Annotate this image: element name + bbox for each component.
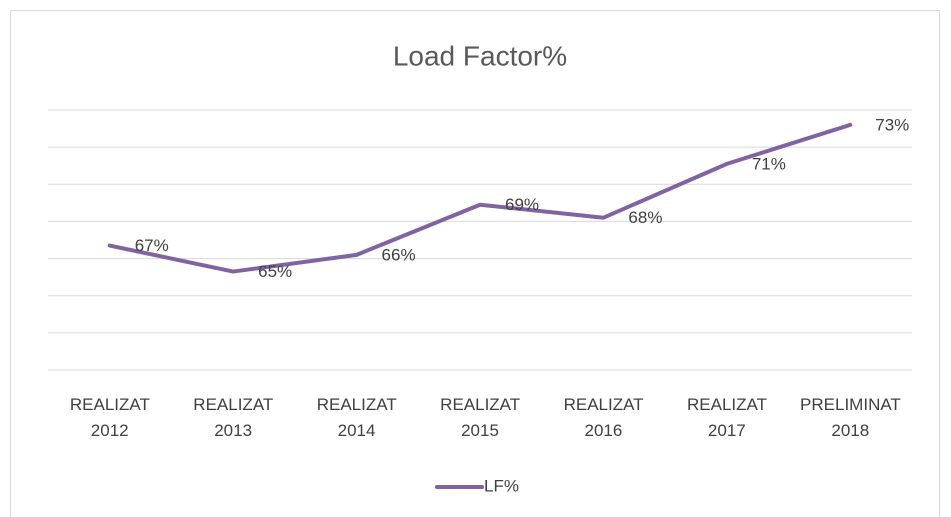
chart-title: Load Factor% bbox=[393, 40, 567, 71]
x-tick-label: REALIZAT 2016 bbox=[563, 395, 644, 440]
legend-label: LF% bbox=[484, 476, 519, 495]
x-tick-label: REALIZAT 2015 bbox=[440, 395, 521, 440]
data-label: 66% bbox=[382, 245, 416, 264]
chart-border bbox=[10, 10, 940, 517]
x-tick-label: PRELIMINAT 2018 bbox=[800, 395, 901, 440]
data-label: 71% bbox=[752, 154, 786, 173]
x-tick-label: REALIZAT 2013 bbox=[193, 395, 274, 440]
data-label: 67% bbox=[135, 236, 169, 255]
data-label: 65% bbox=[258, 262, 292, 281]
data-label: 68% bbox=[628, 208, 662, 227]
x-tick-label: REALIZAT 2017 bbox=[687, 395, 767, 440]
data-label: 69% bbox=[505, 195, 539, 214]
x-tick-label: REALIZAT 2012 bbox=[69, 395, 150, 440]
data-label: 73% bbox=[875, 115, 909, 134]
line-series bbox=[107, 122, 853, 274]
x-tick-label: REALIZAT 2014 bbox=[316, 395, 397, 440]
